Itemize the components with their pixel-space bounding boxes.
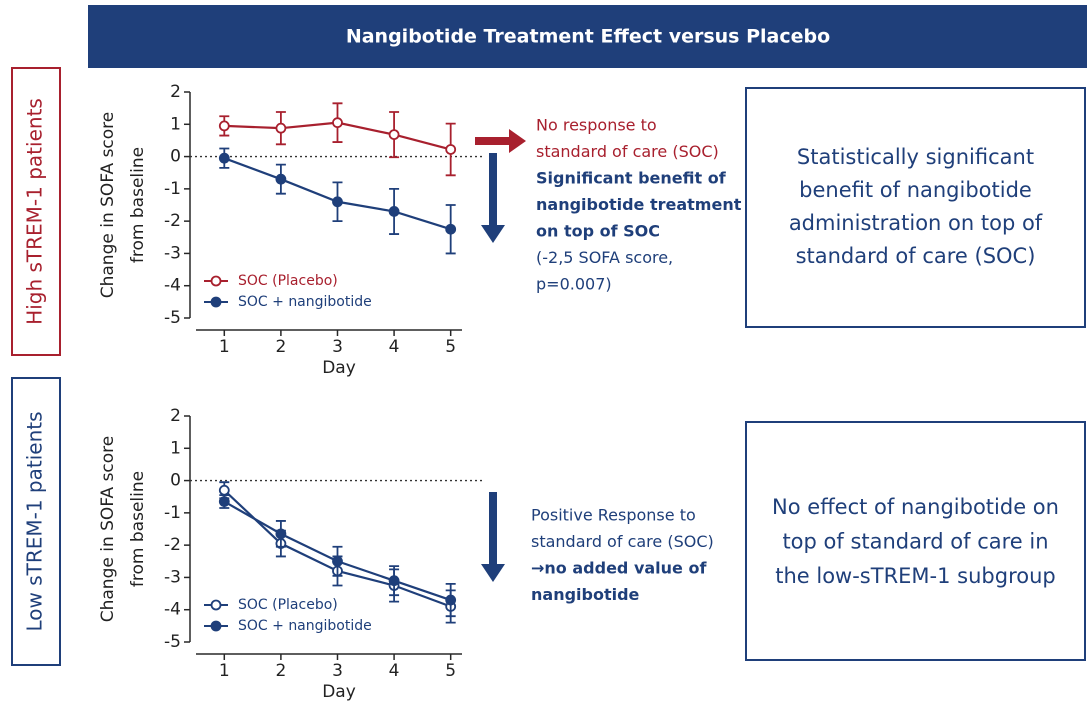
summary-text: Statistically significant	[797, 145, 1034, 169]
legend-marker	[210, 275, 222, 287]
x-tick-label: 2	[275, 661, 286, 681]
y-tick-label: -4	[164, 276, 181, 296]
group-frame	[11, 377, 61, 666]
y-axis-label: from baseline	[128, 471, 148, 587]
x-tick-label: 3	[332, 661, 343, 681]
y-axis-label: Change in SOFA score	[98, 112, 118, 299]
x-axis-label: Day	[322, 358, 356, 378]
y-tick-label: -5	[164, 632, 181, 652]
marker	[275, 528, 287, 540]
x-tick-label: 2	[275, 337, 286, 357]
y-tick-label: 2	[170, 406, 181, 426]
marker	[445, 223, 457, 235]
marker	[388, 575, 400, 587]
annotation: Significant benefit of	[536, 169, 727, 188]
y-tick-label: 1	[170, 438, 181, 458]
x-tick-label: 1	[219, 661, 230, 681]
marker	[388, 206, 400, 217]
x-axis-label: Day	[322, 682, 356, 702]
marker	[218, 484, 230, 496]
summary-text: No effect of nangibotide on	[772, 495, 1059, 519]
marker	[218, 152, 230, 164]
y-tick-label: -3	[164, 567, 181, 587]
x-tick-label: 3	[332, 337, 343, 357]
annotation: (-2,5 SOFA score,	[536, 248, 673, 267]
annotation: standard of care (SOC)	[531, 532, 714, 551]
x-tick-label: 5	[445, 337, 456, 357]
x-tick-label: 1	[219, 337, 230, 357]
group-label: High sTREM-1 patients	[23, 98, 47, 325]
legend-label: SOC (Placebo)	[238, 597, 338, 613]
y-tick-label: 0	[170, 471, 181, 491]
summary-text: standard of care (SOC)	[796, 244, 1036, 268]
legend-marker	[210, 620, 222, 632]
legend-marker	[210, 599, 222, 611]
annotation: on top of SOC	[536, 222, 660, 241]
legend-label: SOC + nangibotide	[238, 618, 372, 634]
y-axis-label: from baseline	[128, 147, 148, 263]
marker	[275, 122, 287, 134]
y-tick-label: -1	[164, 503, 181, 523]
y-tick-label: 2	[170, 82, 181, 102]
x-tick-label: 4	[389, 337, 400, 357]
legend-marker	[210, 296, 222, 308]
annotation: standard of care (SOC)	[536, 142, 719, 161]
marker	[445, 594, 457, 606]
marker	[218, 120, 230, 132]
y-tick-label: -2	[164, 211, 181, 231]
down-arrow	[481, 492, 505, 582]
marker	[332, 555, 343, 567]
marker	[218, 496, 230, 507]
legend-label: SOC (Placebo)	[238, 273, 338, 289]
y-tick-label: -4	[164, 600, 181, 620]
annotation: nangibotide treatment	[536, 195, 742, 214]
marker	[332, 117, 343, 129]
down-arrow	[481, 153, 505, 243]
y-tick-label: 1	[170, 114, 181, 134]
marker	[275, 173, 287, 185]
marker	[445, 144, 457, 155]
title: Nangibotide Treatment Effect versus Plac…	[346, 26, 830, 48]
annotation: p=0.007)	[536, 275, 612, 294]
summary-text: top of standard of care in	[782, 530, 1048, 554]
annotation: nangibotide	[531, 585, 640, 604]
x-tick-label: 4	[389, 661, 400, 681]
y-tick-label: -1	[164, 179, 181, 199]
group-frame	[11, 67, 61, 356]
annotation: No response to	[536, 116, 657, 135]
marker	[332, 196, 343, 208]
y-tick-label: -2	[164, 535, 181, 555]
summary-text: the low-sTREM-1 subgroup	[775, 564, 1056, 588]
annotation: →no added value of	[531, 559, 707, 578]
y-tick-label: -3	[164, 243, 181, 263]
legend-label: SOC + nangibotide	[238, 294, 372, 310]
summary-box	[745, 87, 1086, 328]
y-axis-label: Change in SOFA score	[98, 436, 118, 623]
group-label: Low sTREM-1 patients	[23, 411, 47, 631]
summary-box	[745, 421, 1086, 661]
annotation: Positive Response to	[531, 506, 696, 525]
x-tick-label: 5	[445, 661, 456, 681]
right-arrow	[475, 129, 526, 153]
y-tick-label: -5	[164, 308, 181, 328]
marker	[388, 129, 400, 141]
title-bar	[88, 5, 1087, 68]
summary-text: administration on top of	[789, 211, 1043, 235]
summary-text: benefit of nangibotide	[799, 178, 1032, 202]
y-tick-label: 0	[170, 147, 181, 167]
